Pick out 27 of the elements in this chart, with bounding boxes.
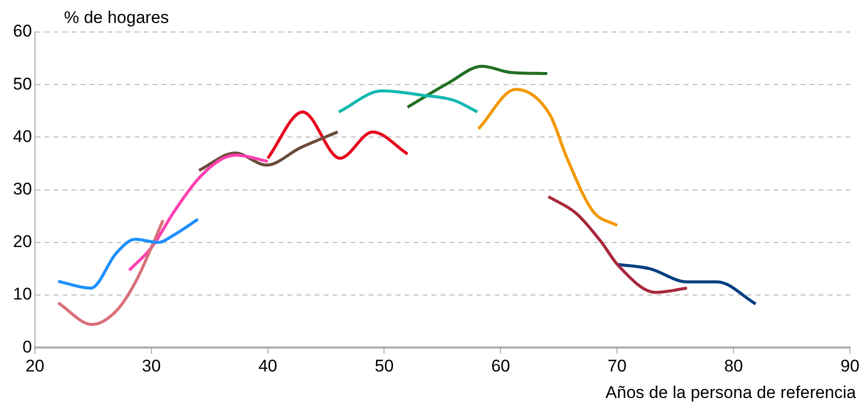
y-axis-title: % de hogares <box>64 8 169 28</box>
line-series <box>56 218 200 290</box>
x-tick-label: 40 <box>258 356 278 376</box>
line-series <box>546 195 688 294</box>
x-tick-label: 30 <box>142 356 161 376</box>
y-tick-label: 20 <box>12 232 32 252</box>
y-tick-label: 50 <box>12 74 32 94</box>
x-tick-label: 50 <box>374 356 394 376</box>
line-series <box>198 130 340 172</box>
line-series <box>56 218 164 326</box>
y-tick-label: 10 <box>12 284 32 304</box>
line-series <box>337 89 479 114</box>
x-tick-label: 60 <box>491 356 510 376</box>
x-tick-label: 80 <box>724 356 744 376</box>
line-series <box>266 110 410 160</box>
y-tick-label: 40 <box>12 126 32 146</box>
line-series <box>477 88 619 228</box>
y-tick-label: 0 <box>22 337 32 356</box>
line-series <box>616 262 758 306</box>
x-tick-label: 90 <box>840 356 860 376</box>
line-series <box>406 64 549 109</box>
x-axis-title: Años de la persona de referencia <box>606 383 856 403</box>
x-tick-label: 70 <box>608 356 627 376</box>
x-tick-label: 20 <box>25 356 44 376</box>
y-tick-label: 30 <box>12 179 32 198</box>
line-series <box>128 154 270 272</box>
y-tick-label: 60 <box>12 22 32 41</box>
